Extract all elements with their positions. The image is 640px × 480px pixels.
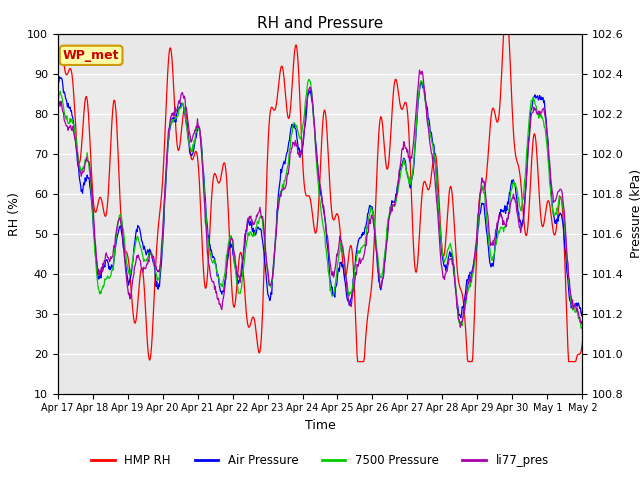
li77_pres — [372, 247, 380, 253]
li77_pres — [86, 164, 93, 170]
HMP RH — [373, 172, 381, 178]
li77_pres — [415, 67, 423, 73]
li77_pres — [452, 294, 460, 300]
Bar — [58, 73, 582, 154]
li77_pres — [358, 256, 366, 262]
li77_pres — [456, 324, 464, 330]
Air Pressure — [579, 309, 586, 314]
Line: 7500 Pressure: 7500 Pressure — [58, 79, 582, 328]
HMP RH — [507, 74, 515, 80]
Title: RH and Pressure: RH and Pressure — [257, 16, 383, 31]
Line: li77_pres: li77_pres — [58, 70, 582, 327]
HMP RH — [54, 80, 61, 86]
Air Pressure — [54, 91, 61, 97]
Text: WP_met: WP_met — [63, 49, 119, 62]
Line: HMP RH: HMP RH — [58, 34, 582, 361]
Legend: HMP RH, Air Pressure, 7500 Pressure, li77_pres: HMP RH, Air Pressure, 7500 Pressure, li7… — [86, 449, 554, 472]
HMP RH — [500, 31, 508, 36]
li77_pres — [54, 111, 61, 117]
li77_pres — [579, 322, 586, 328]
7500 Pressure — [305, 76, 313, 82]
li77_pres — [388, 208, 396, 214]
li77_pres — [507, 199, 515, 205]
Line: Air Pressure: Air Pressure — [58, 77, 582, 318]
7500 Pressure — [359, 243, 367, 249]
HMP RH — [388, 101, 396, 107]
7500 Pressure — [86, 170, 93, 176]
7500 Pressure — [54, 101, 61, 107]
7500 Pressure — [388, 204, 396, 209]
Air Pressure — [507, 183, 515, 189]
Air Pressure — [373, 252, 381, 257]
HMP RH — [354, 359, 362, 364]
Air Pressure — [359, 229, 367, 235]
7500 Pressure — [578, 325, 586, 331]
7500 Pressure — [452, 290, 460, 296]
7500 Pressure — [506, 195, 514, 201]
7500 Pressure — [373, 247, 381, 252]
Air Pressure — [452, 290, 460, 296]
7500 Pressure — [579, 324, 586, 329]
Y-axis label: RH (%): RH (%) — [8, 192, 21, 236]
Air Pressure — [56, 74, 63, 80]
Air Pressure — [457, 315, 465, 321]
X-axis label: Time: Time — [305, 419, 335, 432]
HMP RH — [579, 339, 586, 345]
HMP RH — [452, 254, 460, 260]
Air Pressure — [388, 200, 396, 205]
HMP RH — [86, 135, 93, 141]
HMP RH — [359, 359, 367, 364]
Y-axis label: Pressure (kPa): Pressure (kPa) — [630, 169, 640, 258]
Air Pressure — [86, 187, 94, 193]
